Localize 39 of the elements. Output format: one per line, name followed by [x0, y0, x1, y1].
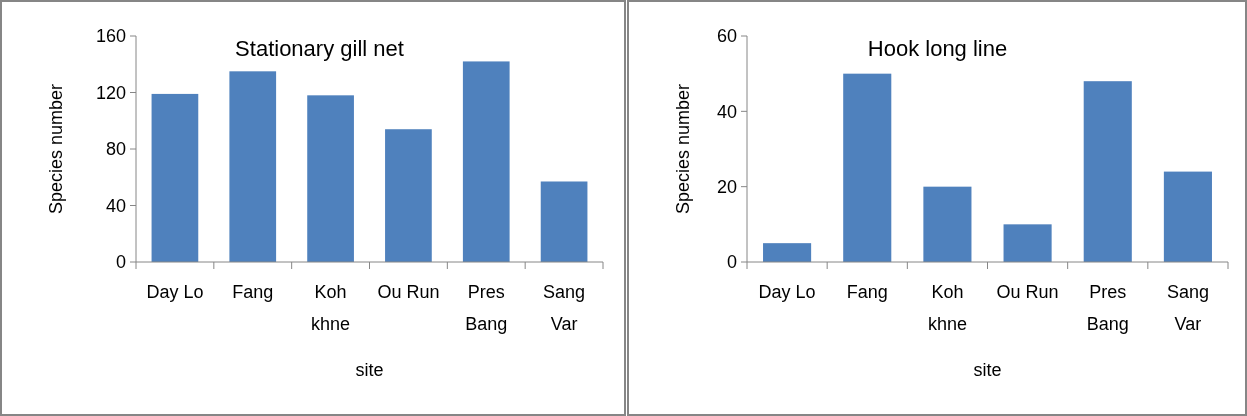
x-tick-label: Pres Bang: [465, 282, 508, 334]
y-tick-label: 60: [716, 26, 737, 47]
x-tick-label: Ou Run: [996, 282, 1059, 302]
x-tick-label: Fang: [846, 282, 888, 302]
x-tick-label: Fang: [232, 282, 274, 302]
y-axis-title: Species number: [46, 83, 66, 215]
bar: [1163, 171, 1212, 262]
y-tick-label: 20: [716, 176, 737, 197]
y-tick-label: 40: [105, 195, 126, 216]
x-tick-label: Pres Bang: [1086, 282, 1129, 334]
chart-title: Hook long line: [867, 36, 1008, 61]
y-tick-label: 0: [115, 252, 126, 273]
x-tick-label: Day Lo: [146, 282, 204, 302]
bar: [1003, 224, 1052, 262]
y-tick-label: 120: [95, 82, 126, 103]
x-tick-label: Sang Var: [1166, 282, 1209, 334]
x-tick-label: Day Lo: [758, 282, 816, 302]
bar: [385, 129, 432, 262]
chart-title: Stationary gill net: [235, 36, 404, 61]
y-tick-label: 160: [95, 26, 126, 47]
bar: [843, 73, 892, 262]
bar: [151, 93, 199, 262]
x-tick-label: Sang Var: [543, 282, 586, 334]
bar: [307, 95, 354, 262]
bar: [923, 186, 972, 262]
x-axis-title: site: [973, 360, 1002, 380]
y-axis-title: Species number: [673, 83, 693, 215]
y-tick-label: 40: [716, 101, 737, 122]
bar: [462, 61, 510, 262]
bar: [763, 243, 812, 262]
bar: [1083, 81, 1132, 262]
x-axis-title: site: [355, 360, 384, 380]
y-tick-label: 80: [105, 139, 126, 160]
y-tick-label: 0: [726, 252, 737, 273]
x-tick-label: Koh khne: [311, 282, 351, 334]
bar: [540, 181, 588, 262]
x-tick-label: Ou Run: [377, 282, 440, 302]
bar: [229, 71, 277, 262]
x-tick-label: Koh khne: [927, 282, 967, 334]
